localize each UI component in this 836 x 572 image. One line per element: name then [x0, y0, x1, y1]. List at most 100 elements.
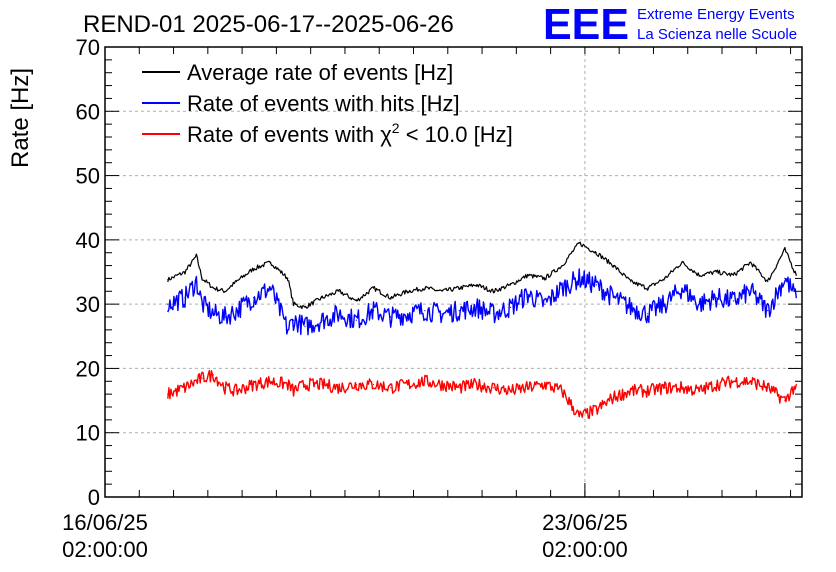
- series-point: [795, 274, 797, 276]
- series-point: [407, 290, 409, 292]
- series-point: [338, 313, 340, 315]
- series-point: [441, 383, 443, 386]
- series-point: [561, 265, 563, 267]
- series-point: [492, 387, 495, 389]
- series-point: [167, 393, 169, 395]
- series-point: [681, 387, 683, 389]
- series-point: [212, 313, 215, 315]
- y-tick-label: 20: [76, 356, 100, 381]
- series-point: [647, 287, 649, 289]
- series-point: [732, 380, 735, 382]
- series-point: [195, 281, 197, 283]
- series-point: [715, 271, 717, 273]
- y-tick-label: 30: [76, 292, 100, 317]
- series-point: [527, 293, 529, 296]
- series-chi2: [167, 369, 797, 419]
- series-point: [578, 416, 580, 418]
- series-point: [252, 268, 255, 270]
- series-point: [407, 383, 409, 386]
- series-point: [527, 274, 529, 276]
- series-point: [424, 310, 426, 312]
- series-point: [698, 274, 700, 276]
- series-point: [355, 300, 357, 302]
- series-point: [750, 261, 752, 263]
- series-point: [784, 248, 786, 251]
- series-point: [784, 277, 786, 279]
- y-tick-label: 40: [76, 228, 100, 253]
- series-point: [664, 303, 666, 305]
- series-line: [167, 241, 797, 310]
- series-point: [372, 287, 375, 289]
- series-point: [681, 287, 683, 289]
- series-point: [681, 261, 683, 263]
- series-point: [750, 290, 752, 292]
- series-point: [287, 383, 289, 386]
- y-tick-label: 50: [76, 164, 100, 189]
- series-point: [355, 319, 357, 321]
- org-line-1: Extreme Energy Events: [637, 6, 795, 23]
- series-point: [441, 290, 443, 292]
- series-point: [304, 326, 306, 328]
- series-point: [732, 274, 735, 276]
- series-point: [390, 316, 392, 318]
- series-point: [195, 380, 197, 382]
- series-point: [235, 390, 237, 392]
- series-point: [287, 277, 289, 279]
- series-point: [630, 306, 632, 308]
- series-point: [195, 255, 197, 257]
- org-line-2: La Scienza nelle Scuole: [637, 26, 797, 43]
- series-point: [475, 284, 477, 286]
- series-point: [287, 329, 289, 331]
- series-point: [664, 277, 666, 279]
- series-point: [561, 287, 563, 289]
- series-point: [664, 387, 666, 389]
- y-tick-label: 70: [76, 35, 100, 60]
- series-point: [578, 242, 580, 244]
- series-point: [630, 390, 632, 392]
- series-point: [767, 387, 769, 389]
- series-point: [212, 287, 215, 289]
- series-point: [321, 297, 323, 299]
- series-point: [612, 396, 615, 398]
- legend: Average rate of events [Hz] Rate of even…: [142, 60, 513, 147]
- plot-series: [167, 241, 797, 419]
- y-tick-label: 10: [76, 421, 100, 446]
- x-tick-label-time: 02:00:00: [62, 537, 148, 562]
- series-point: [715, 383, 717, 386]
- series-point: [561, 390, 563, 392]
- series-point: [372, 310, 375, 312]
- series-point: [732, 300, 735, 302]
- y-axis-label: Rate [Hz]: [7, 68, 34, 168]
- series-point: [441, 313, 443, 315]
- series-point: [224, 290, 226, 292]
- series-point: [767, 281, 769, 283]
- series-point: [224, 387, 226, 389]
- series-point: [372, 383, 375, 386]
- y-tick-label: 60: [76, 99, 100, 124]
- series-point: [424, 380, 426, 382]
- series-point: [544, 383, 546, 386]
- series-point: [612, 297, 615, 299]
- series-point: [458, 387, 460, 389]
- series-point: [355, 383, 357, 386]
- series-point: [698, 303, 700, 305]
- series-line: [167, 369, 797, 419]
- series-point: [270, 287, 272, 289]
- series-point: [595, 252, 597, 254]
- series-point: [458, 287, 460, 289]
- series-point: [338, 387, 340, 389]
- x-tick-label-time: 02:00:00: [542, 537, 628, 562]
- series-point: [595, 284, 597, 286]
- series-point: [492, 290, 495, 292]
- series-point: [224, 316, 226, 318]
- series-point: [167, 303, 169, 305]
- series-point: [510, 284, 512, 286]
- series-point: [252, 383, 255, 386]
- series-point: [458, 310, 460, 312]
- legend-label-chi2: Rate of events with χ2 < 10.0 [Hz]: [187, 120, 513, 147]
- series-point: [647, 313, 649, 315]
- series-point: [578, 277, 580, 279]
- series-point: [492, 313, 495, 315]
- series-point: [321, 319, 323, 321]
